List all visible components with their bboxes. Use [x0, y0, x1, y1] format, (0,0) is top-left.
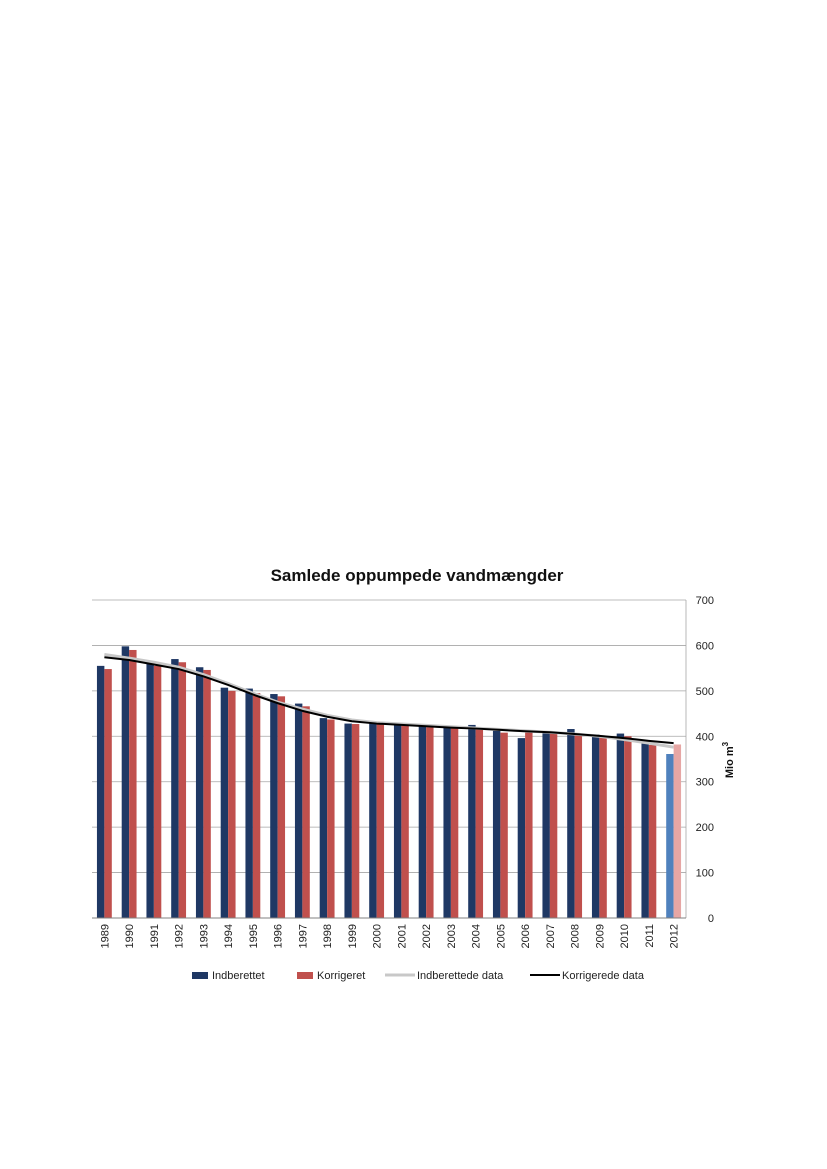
- bar-korrigeret: [549, 733, 558, 918]
- x-tick-label: 2012: [669, 924, 681, 948]
- y-tick-label: 600: [696, 640, 714, 652]
- x-tick-label: 2010: [619, 924, 631, 948]
- x-tick-label: 2006: [520, 924, 532, 948]
- x-tick-label: 1999: [347, 924, 359, 948]
- bar-indberettet: [641, 743, 649, 918]
- gridlines: [92, 599, 686, 919]
- x-tick-label: 2000: [372, 924, 384, 948]
- y-tick-label: 300: [696, 777, 714, 789]
- x-tick-label: 2005: [495, 924, 507, 948]
- x-tick-label: 2003: [446, 924, 458, 948]
- bar-korrigeret: [599, 736, 607, 918]
- bar-indberettet: [344, 723, 352, 918]
- bar-korrigeret: [450, 728, 459, 918]
- bar-korrigeret: [648, 744, 657, 918]
- bar-indberettet: [96, 665, 105, 918]
- legend: Indberettet Korrigeret Indberettede data Ko…: [192, 970, 645, 982]
- bar-korrigeret: [203, 669, 211, 918]
- bar-korrigeret: [475, 729, 484, 918]
- bar-indberettet: [270, 694, 278, 918]
- bar-indberettet: [146, 663, 154, 918]
- x-tick-label: 2008: [570, 924, 582, 948]
- bar-korrigeret: [351, 724, 360, 918]
- bar-indberettet: [567, 729, 575, 918]
- bar-indberettet: [245, 688, 253, 918]
- bar-indberettet: [517, 738, 526, 918]
- bar-korrigeret: [178, 662, 187, 918]
- bar-indberettet: [294, 703, 303, 918]
- x-tick-label: 1992: [174, 924, 186, 948]
- trend-lines: [104, 653, 674, 749]
- legend-label: Indberettede data: [417, 970, 504, 982]
- y-axis-title-text: Mio m: [724, 746, 736, 778]
- bar-indberettet: [492, 730, 501, 918]
- bars: [96, 646, 682, 918]
- x-tick-label: 2007: [545, 924, 557, 948]
- bar-korrigeret: [302, 706, 310, 918]
- bar-indberettet: [443, 727, 451, 918]
- y-tick-label: 200: [696, 822, 714, 834]
- y-tick-label: 700: [696, 595, 714, 607]
- bar-indberettet: [418, 724, 427, 918]
- x-tick-label: 1990: [124, 924, 136, 948]
- x-tick-label: 1998: [322, 924, 334, 948]
- line-korrigerede: [104, 656, 674, 745]
- bar-korrigeret: [129, 649, 137, 918]
- x-tick-label: 1994: [223, 924, 235, 948]
- legend-label: Korrigeret: [317, 970, 365, 982]
- y-tick-label: 100: [696, 868, 714, 880]
- bar-indberettet: [616, 733, 625, 918]
- y-tick-label: 500: [696, 686, 714, 698]
- bar-indberettet: [319, 718, 328, 918]
- x-tick-label: 1997: [297, 924, 309, 948]
- legend-label: Indberettet: [212, 970, 265, 982]
- x-tick-label: 2001: [396, 924, 408, 948]
- bar-indberettet: [591, 734, 600, 918]
- bar-indberettet: [666, 754, 674, 918]
- bar-indberettet: [468, 724, 476, 918]
- x-tick-label: 2002: [421, 924, 433, 948]
- bar-indberettet: [393, 723, 402, 918]
- bar-korrigeret: [376, 723, 385, 918]
- line-indberettede: [104, 653, 674, 749]
- bar-korrigeret: [500, 732, 508, 918]
- y-tick-label: 0: [708, 913, 714, 925]
- bar-korrigeret: [277, 696, 286, 918]
- y-axis: 0 100 200 300 400 500 600 700: [685, 595, 714, 925]
- bar-korrigeret: [252, 693, 261, 918]
- bar-korrigeret: [673, 744, 682, 918]
- x-tick-label: 1991: [149, 924, 161, 948]
- x-tick-label: 2004: [471, 924, 483, 948]
- bar-korrigeret: [327, 719, 335, 918]
- bar-indberettet: [195, 667, 204, 918]
- y-tick-label: 400: [696, 731, 714, 743]
- x-tick-label: 1996: [273, 924, 285, 948]
- y-axis-title-sup: 3: [721, 741, 730, 746]
- y-axis-title: Mio m3: [721, 741, 736, 778]
- bar-korrigeret: [574, 734, 583, 918]
- chart-title: Samlede oppumpede vandmængder: [271, 566, 564, 585]
- bar-korrigeret: [153, 665, 162, 918]
- x-axis: 1989 1990 1991 1992 1993 1994 1995 1996 1997 1998…: [92, 917, 686, 948]
- x-tick-label: 1989: [99, 924, 111, 948]
- bar-indberettet: [369, 721, 377, 918]
- legend-swatch: [192, 972, 208, 979]
- bar-korrigeret: [525, 732, 533, 918]
- bar-korrigeret: [228, 690, 236, 918]
- bar-korrigeret: [104, 669, 112, 918]
- bar-indberettet: [220, 687, 229, 918]
- bar-indberettet: [171, 659, 179, 918]
- legend-swatch: [297, 972, 313, 979]
- x-tick-label: 2009: [594, 924, 606, 948]
- bar-korrigeret: [401, 725, 409, 918]
- x-tick-label: 2011: [644, 924, 656, 948]
- legend-label: Korrigerede data: [562, 970, 645, 982]
- x-tick-label: 1993: [198, 924, 210, 948]
- bar-korrigeret: [426, 727, 434, 918]
- bar-indberettet: [121, 646, 130, 918]
- x-tick-label: 1995: [248, 924, 260, 948]
- bar-indberettet: [542, 731, 550, 918]
- bar-korrigeret: [624, 736, 632, 918]
